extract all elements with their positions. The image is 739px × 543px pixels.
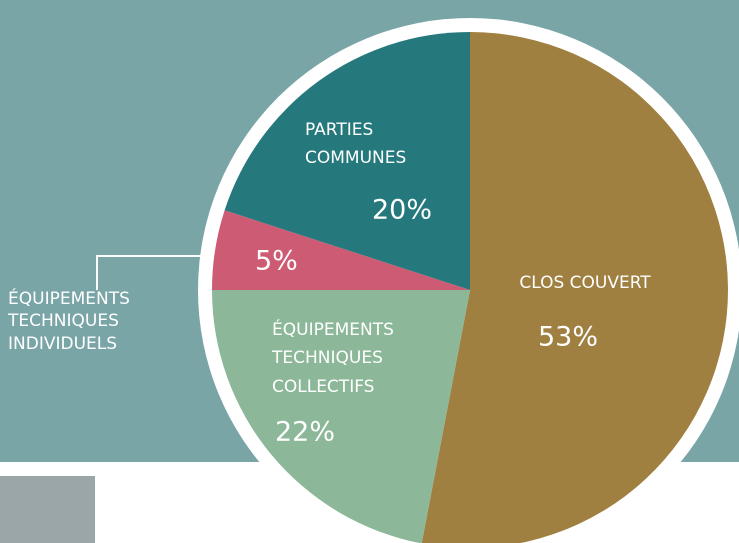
slice-label: ÉQUIPEMENTS bbox=[8, 287, 130, 309]
page: {"chart_data": {"type": "pie", "categori… bbox=[0, 0, 739, 543]
slice-label: COMMUNES bbox=[305, 148, 406, 168]
slice-label: TECHNIQUES bbox=[7, 311, 119, 331]
slice-label: INDIVIDUELS bbox=[8, 334, 117, 354]
slice-label: PARTIES bbox=[305, 120, 373, 140]
slice-label: ÉQUIPEMENTS bbox=[272, 318, 394, 340]
slice-label: TECHNIQUES bbox=[271, 348, 383, 368]
value-label: 53% bbox=[538, 322, 598, 353]
value-label: 5% bbox=[255, 246, 298, 277]
slice-label: COLLECTIFS bbox=[272, 377, 374, 397]
chart: CLOS COUVERT53%ÉQUIPEMENTSTECHNIQUESCOLL… bbox=[0, 0, 739, 543]
photo-fragment bbox=[0, 476, 95, 543]
value-label: 22% bbox=[275, 417, 335, 448]
value-label: 20% bbox=[372, 195, 432, 226]
slice-label: CLOS COUVERT bbox=[519, 273, 651, 293]
